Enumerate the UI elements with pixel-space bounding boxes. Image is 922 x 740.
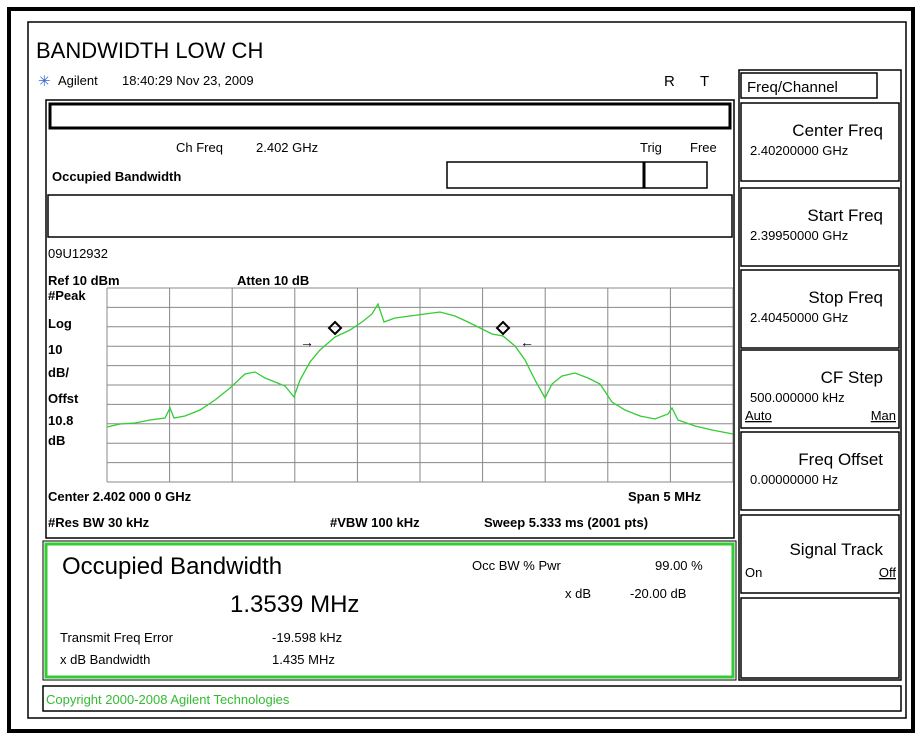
softkey-option: Man	[871, 408, 896, 423]
footer-bar	[42, 685, 902, 712]
softkey	[740, 597, 900, 679]
atten: Atten 10 dB	[237, 273, 309, 288]
softkey-label: Center Freq	[792, 121, 883, 140]
trace	[106, 302, 734, 435]
inner-frame	[27, 21, 907, 719]
scale-label: #Peak	[48, 288, 86, 303]
softkey-option: Off	[879, 565, 896, 580]
menu-title-box	[740, 72, 878, 99]
value: -20.00 dB	[630, 586, 686, 601]
status-bar	[48, 102, 732, 130]
softkey-label: Stop Freq	[808, 288, 883, 307]
outer-frame	[7, 7, 915, 733]
vbw: #VBW 100 kHz	[330, 515, 420, 530]
timestamp: 18:40:29 Nov 23, 2009	[122, 73, 254, 88]
sweep: Sweep 5.333 ms (2001 pts)	[484, 515, 648, 530]
marker	[327, 320, 511, 336]
softkey	[740, 514, 900, 594]
logo: ✳	[38, 73, 51, 90]
softkey-value: 500.000000 kHz	[750, 390, 845, 405]
results-title: Occupied Bandwidth	[62, 553, 282, 580]
graticule	[106, 287, 734, 483]
label: x dB	[565, 586, 591, 601]
results-box	[44, 542, 735, 679]
span: Span 5 MHz	[628, 489, 701, 504]
scale-label: Log	[48, 316, 72, 331]
scale-label: Offst	[48, 391, 79, 406]
menu-title: Freq/Channel	[747, 79, 838, 96]
softkey-option: On	[745, 565, 762, 580]
message-box	[47, 194, 733, 238]
value: -19.598 kHz	[272, 630, 342, 645]
value: 2.402 GHz	[256, 140, 318, 155]
title: BANDWIDTH LOW CH	[36, 38, 263, 63]
ref-level: Ref 10 dBm	[48, 273, 120, 288]
value: 99.00 %	[655, 558, 703, 573]
value: 1.435 MHz	[272, 652, 335, 667]
label: x dB Bandwidth	[60, 652, 150, 667]
softkey-label: Start Freq	[807, 206, 883, 225]
arrow: →	[300, 334, 314, 350]
indicator: R	[664, 73, 675, 90]
mode: Occupied Bandwidth	[52, 169, 181, 184]
value: Free	[690, 140, 717, 155]
softkey-option: Auto	[745, 408, 772, 423]
softkey-value: 2.39950000 GHz	[750, 228, 848, 243]
brand: Agilent	[58, 73, 98, 88]
softkey-label: Freq Offset	[798, 450, 883, 469]
scale-label: dB/	[48, 365, 69, 380]
copyright: Copyright 2000-2008 Agilent Technologies	[46, 692, 290, 707]
indicator: T	[700, 73, 709, 90]
scale-label: 10	[48, 342, 62, 357]
softkey-label: CF Step	[821, 368, 883, 387]
softkey	[740, 102, 900, 182]
menu-panel	[738, 69, 902, 681]
softkey	[740, 431, 900, 511]
softkey-value: 0.00000000 Hz	[750, 472, 838, 487]
softkey-value: 2.40450000 GHz	[750, 310, 848, 325]
display-frame	[45, 99, 735, 539]
arrow: ←	[520, 334, 534, 350]
results-value: 1.3539 MHz	[230, 591, 359, 618]
softkey	[740, 187, 900, 267]
label: Occ BW % Pwr	[472, 558, 562, 573]
softkey-value: 2.40200000 GHz	[750, 143, 848, 158]
softkey	[740, 269, 900, 349]
label: Transmit Freq Error	[60, 630, 174, 645]
serial: 09U12932	[48, 246, 108, 261]
label: Trig	[640, 140, 662, 155]
softkey-label: Signal Track	[789, 540, 883, 559]
res-bw: #Res BW 30 kHz	[48, 515, 150, 530]
label: Ch Freq	[176, 140, 223, 155]
softkey	[740, 349, 900, 429]
scale-label: dB	[48, 433, 65, 448]
scale-label: 10.8	[48, 413, 73, 428]
center-freq: Center 2.402 000 0 GHz	[48, 489, 192, 504]
mode-box	[446, 161, 708, 189]
